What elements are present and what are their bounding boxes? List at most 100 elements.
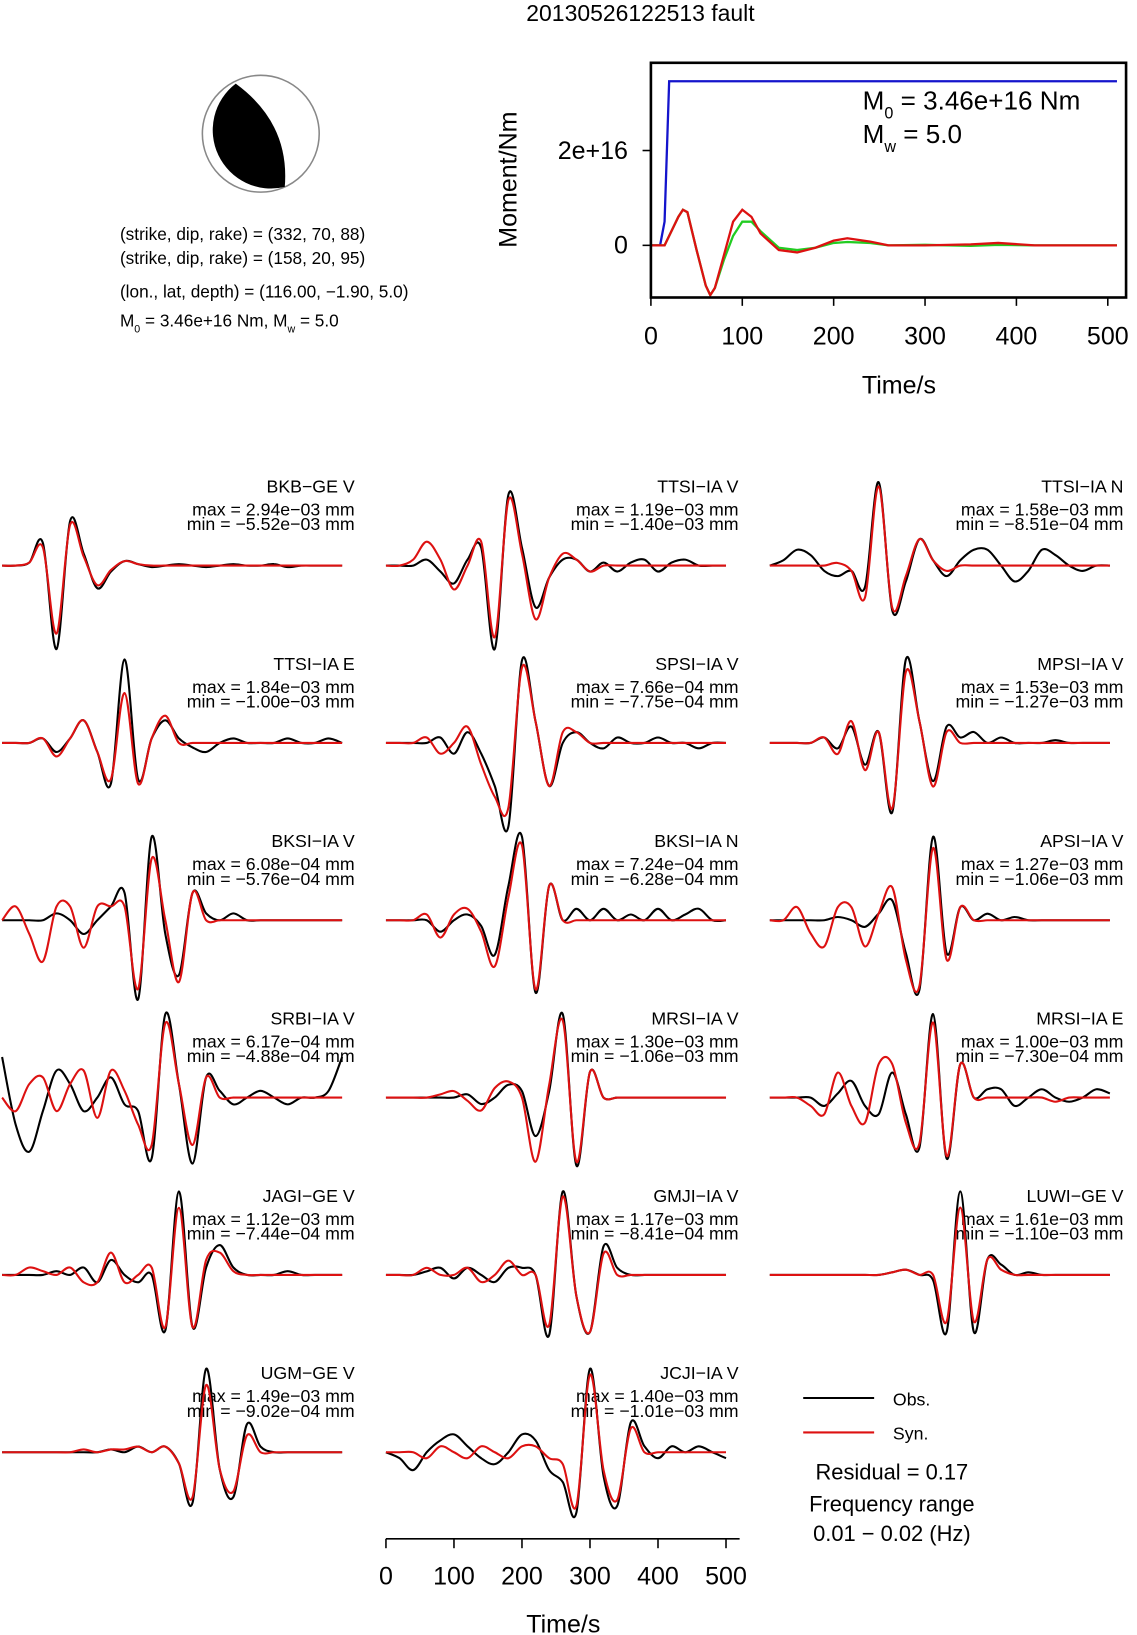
x-tick-label: 300 bbox=[904, 322, 946, 350]
station-label: BKSI−IA N bbox=[654, 831, 738, 851]
note: Residual = 0.17 bbox=[815, 1459, 968, 1484]
observed-trace bbox=[385, 1367, 727, 1519]
synthetic-trace bbox=[2, 1384, 343, 1501]
annotation-part: = 5.0 bbox=[295, 311, 339, 331]
x-axis-label: Time/s bbox=[526, 1611, 600, 1635]
max-label: max = 1.12e−03 mm bbox=[192, 1209, 355, 1229]
observed-trace bbox=[1, 1011, 344, 1165]
synthetic-trace bbox=[769, 1206, 1110, 1325]
min-label: min = −5.52e−03 mm bbox=[187, 514, 355, 534]
station-label: BKB−GE V bbox=[267, 477, 355, 497]
y-tick-label: 0 bbox=[614, 232, 628, 260]
x-axis-label: Time/s bbox=[862, 371, 936, 399]
min-label: min = −7.75e−04 mm bbox=[571, 691, 739, 711]
max-label: max = 1.00e−03 mm bbox=[961, 1032, 1124, 1052]
synthetic-trace bbox=[1, 1020, 343, 1152]
subscript: 0 bbox=[134, 324, 140, 336]
figure-title: 20130526122513 fault bbox=[526, 0, 755, 26]
min-label: min = −6.28e−04 mm bbox=[571, 869, 739, 889]
mechanism-line: (lon., lat, depth) = (116.00, −1.90, 5.0… bbox=[120, 282, 409, 302]
x-tick-label: 200 bbox=[813, 322, 855, 350]
synthetic-trace bbox=[385, 1373, 727, 1510]
min-label: min = −7.30e−04 mm bbox=[956, 1046, 1124, 1066]
max-label: max = 6.08e−04 mm bbox=[192, 854, 355, 874]
station-label: APSI−IA V bbox=[1040, 831, 1123, 851]
max-label: max = 7.24e−04 mm bbox=[576, 854, 739, 874]
x-tick-label: 500 bbox=[705, 1563, 747, 1591]
subscript: w bbox=[287, 324, 296, 336]
synthetic-trace bbox=[385, 496, 727, 639]
synthetic-trace bbox=[769, 846, 1110, 994]
x-tick-label: 0 bbox=[644, 322, 658, 350]
max-label: max = 1.84e−03 mm bbox=[192, 677, 355, 697]
x-tick-label: 300 bbox=[569, 1563, 611, 1591]
max-label: max = 1.58e−03 mm bbox=[961, 500, 1124, 520]
synthetic-trace bbox=[769, 1021, 1110, 1158]
max-label: max = 1.40e−03 mm bbox=[576, 1386, 739, 1406]
station-label: JAGI−GE V bbox=[263, 1186, 355, 1206]
max-label: max = 1.49e−03 mm bbox=[192, 1386, 355, 1406]
synthetic-trace bbox=[769, 485, 1110, 613]
annotation-part: M bbox=[863, 86, 885, 116]
annotation-part: = 3.46e+16 Nm bbox=[893, 86, 1080, 116]
station-label: MRSI−IA V bbox=[651, 1009, 738, 1029]
min-label: min = −9.02e−04 mm bbox=[187, 1401, 355, 1421]
moment-line bbox=[650, 208, 1117, 298]
min-label: min = −4.88e−04 mm bbox=[187, 1046, 355, 1066]
x-tick-label: 0 bbox=[379, 1563, 393, 1591]
max-label: max = 6.17e−04 mm bbox=[192, 1032, 355, 1052]
x-tick-label: 100 bbox=[433, 1563, 475, 1591]
subscript: w bbox=[883, 138, 896, 156]
max-label: max = 1.19e−03 mm bbox=[576, 500, 739, 520]
min-label: min = −1.01e−03 mm bbox=[571, 1401, 739, 1421]
max-label: max = 1.61e−03 mm bbox=[961, 1209, 1124, 1229]
min-label: min = −1.06e−03 mm bbox=[571, 1046, 739, 1066]
max-label: max = 2.94e−03 mm bbox=[192, 500, 355, 520]
min-label: min = −5.76e−04 mm bbox=[187, 869, 355, 889]
subscript: 0 bbox=[884, 105, 893, 123]
station-label: MPSI−IA V bbox=[1037, 654, 1123, 674]
annotation-part: M bbox=[863, 119, 885, 149]
x-tick-label: 100 bbox=[721, 322, 763, 350]
beachball-compression bbox=[212, 83, 286, 189]
y-tick-label: 2e+16 bbox=[558, 137, 628, 165]
station-label: MRSI−IA E bbox=[1036, 1009, 1123, 1029]
synthetic-trace bbox=[1, 855, 343, 991]
observed-trace bbox=[2, 658, 343, 789]
x-tick-label: 500 bbox=[1087, 322, 1129, 350]
x-tick-label: 400 bbox=[996, 322, 1038, 350]
x-tick-label: 200 bbox=[501, 1563, 543, 1591]
mechanism-line: (strike, dip, rake) = (158, 20, 95) bbox=[120, 248, 365, 268]
annotation-part: = 5.0 bbox=[896, 119, 962, 149]
station-label: LUWI−GE V bbox=[1026, 1186, 1123, 1206]
min-label: min = −1.27e−03 mm bbox=[956, 691, 1124, 711]
station-label: SRBI−IA V bbox=[270, 1009, 354, 1029]
station-label: UGM−GE V bbox=[261, 1363, 355, 1383]
min-label: min = −1.10e−03 mm bbox=[956, 1223, 1124, 1243]
synthetic-trace bbox=[385, 1017, 727, 1163]
annotation: Mw = 5.0 bbox=[863, 119, 962, 156]
station-label: TTSI−IA V bbox=[657, 477, 738, 497]
synthetic-trace bbox=[385, 841, 727, 991]
min-label: min = −1.00e−03 mm bbox=[187, 691, 355, 711]
moment-line bbox=[650, 80, 1117, 247]
annotation: M0 = 3.46e+16 Nm bbox=[863, 86, 1081, 123]
moment-line bbox=[650, 208, 1117, 298]
station-label: TTSI−IA E bbox=[273, 654, 354, 674]
min-label: min = −8.41e−04 mm bbox=[571, 1223, 739, 1243]
min-label: min = −1.40e−03 mm bbox=[571, 514, 739, 534]
min-label: min = −7.44e−04 mm bbox=[187, 1223, 355, 1243]
max-label: max = 7.66e−04 mm bbox=[576, 677, 739, 697]
annotation: M0 = 3.46e+16 Nm, Mw = 5.0 bbox=[120, 311, 339, 336]
max-label: max = 1.17e−03 mm bbox=[576, 1209, 739, 1229]
synthetic-trace bbox=[2, 521, 343, 635]
station-label: GMJI−IA V bbox=[653, 1186, 738, 1206]
synthetic-trace bbox=[2, 692, 343, 786]
y-axis-label: Moment/Nm bbox=[494, 112, 522, 248]
observed-trace bbox=[2, 516, 343, 651]
synthetic-trace bbox=[769, 668, 1110, 810]
max-label: max = 1.30e−03 mm bbox=[576, 1032, 739, 1052]
mechanism-line: (strike, dip, rake) = (332, 70, 88) bbox=[120, 224, 365, 244]
annotation-part: = 3.46e+16 Nm, M bbox=[140, 311, 287, 331]
